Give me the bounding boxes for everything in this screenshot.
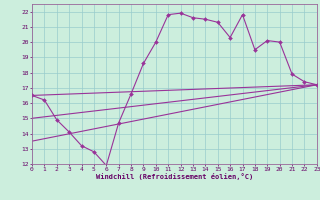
X-axis label: Windchill (Refroidissement éolien,°C): Windchill (Refroidissement éolien,°C) [96,173,253,180]
